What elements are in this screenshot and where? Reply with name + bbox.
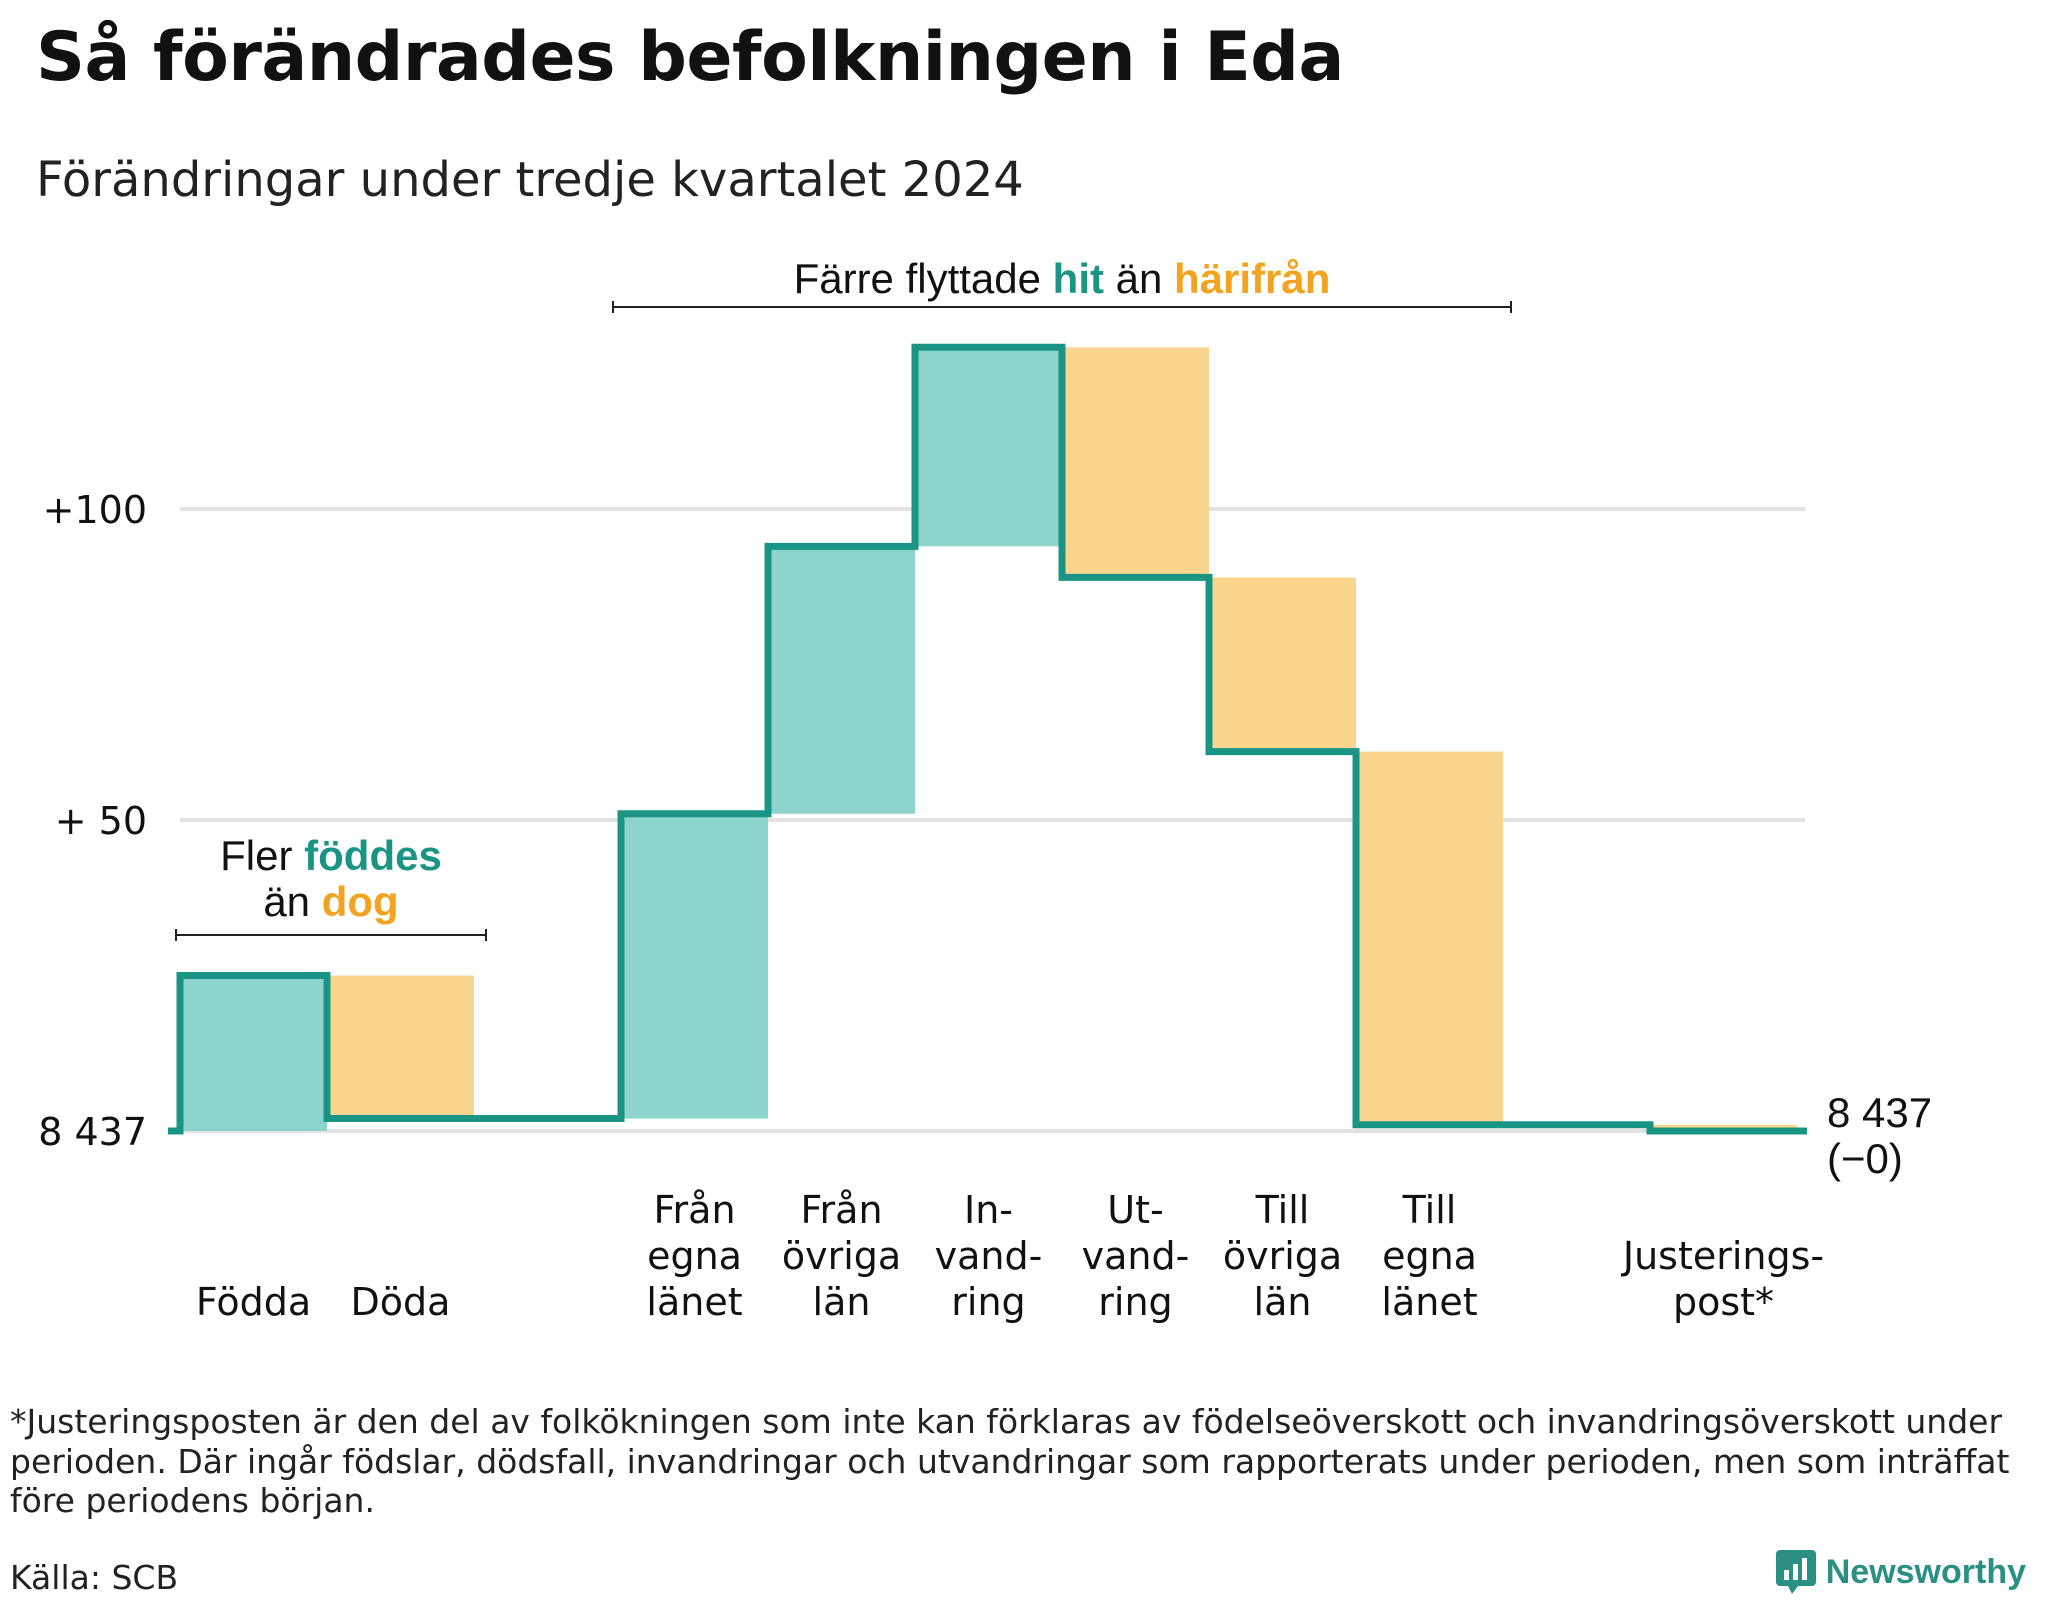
chart-title: Så förändrades befolkningen i Eda xyxy=(36,18,1344,97)
bar xyxy=(327,975,474,1119)
waterfall-chart: 8 437+ 50+100 Födda DödaFrånegnalänetFrån… xyxy=(38,255,1932,1324)
annotation-word: dog xyxy=(322,878,399,925)
category-label: övriga xyxy=(782,1234,901,1278)
category-label: länet xyxy=(1381,1280,1477,1324)
category-label: ring xyxy=(951,1280,1025,1324)
bar xyxy=(768,546,915,814)
category-label: vand- xyxy=(1082,1234,1190,1278)
waterfall-step-line xyxy=(168,343,1807,1135)
category-label: egna xyxy=(1382,1234,1477,1278)
annotation-word: hit xyxy=(1053,255,1104,302)
category-label: Justerings- xyxy=(1621,1234,1824,1278)
bar xyxy=(915,347,1062,547)
birth-annotation-line2: än dog xyxy=(263,878,398,925)
footnote: *Justeringsposten är den del av folkökni… xyxy=(10,1402,2010,1521)
source-note: Källa: SCB xyxy=(10,1558,179,1597)
category-label: Till xyxy=(1255,1188,1310,1232)
category-label: Födda xyxy=(196,1280,311,1324)
annotation-word: än xyxy=(1104,255,1174,302)
category-label: länet xyxy=(646,1280,742,1324)
category-label: vand- xyxy=(935,1234,1043,1278)
category-label: övriga xyxy=(1223,1234,1342,1278)
category-label: län xyxy=(1254,1280,1312,1324)
bar xyxy=(180,975,327,1131)
annotation-word: än xyxy=(263,878,321,925)
category-label: län xyxy=(813,1280,871,1324)
category-label: Från xyxy=(653,1188,735,1232)
bar xyxy=(1209,577,1356,752)
bar xyxy=(1062,347,1209,578)
bar xyxy=(1356,751,1503,1125)
category-label: Ut- xyxy=(1107,1188,1163,1232)
birth-annotation-line1: Fler föddes xyxy=(220,832,442,879)
category-label: Från xyxy=(800,1188,882,1232)
annotation-word: härifrån xyxy=(1174,255,1330,302)
end-value-label: 8 437 xyxy=(1827,1089,1932,1136)
category-label: In- xyxy=(964,1188,1013,1232)
bar xyxy=(621,813,768,1119)
category-label: egna xyxy=(647,1234,742,1278)
annotation-word: föddes xyxy=(304,832,442,879)
category-label: ring xyxy=(1098,1280,1172,1324)
brand-logo: Newsworthy xyxy=(1775,1550,2026,1594)
annotation-word: Fler xyxy=(220,832,304,879)
category-label: Till xyxy=(1402,1188,1457,1232)
newsworthy-logo-icon xyxy=(1775,1550,1816,1594)
y-tick-label: + 50 xyxy=(55,799,147,843)
brand-name: Newsworthy xyxy=(1825,1552,2026,1591)
end-value-label: (−0) xyxy=(1827,1135,1903,1182)
migration-annotation: Färre flyttade hit än härifrån xyxy=(794,255,1331,302)
chart-subtitle: Förändringar under tredje kvartalet 2024 xyxy=(36,152,1024,208)
category-label: Döda xyxy=(351,1280,451,1324)
y-tick-label: +100 xyxy=(43,488,147,532)
annotation-word: Färre flyttade xyxy=(794,255,1053,302)
y-tick-label: 8 437 xyxy=(38,1110,147,1154)
category-label: post* xyxy=(1673,1280,1774,1324)
